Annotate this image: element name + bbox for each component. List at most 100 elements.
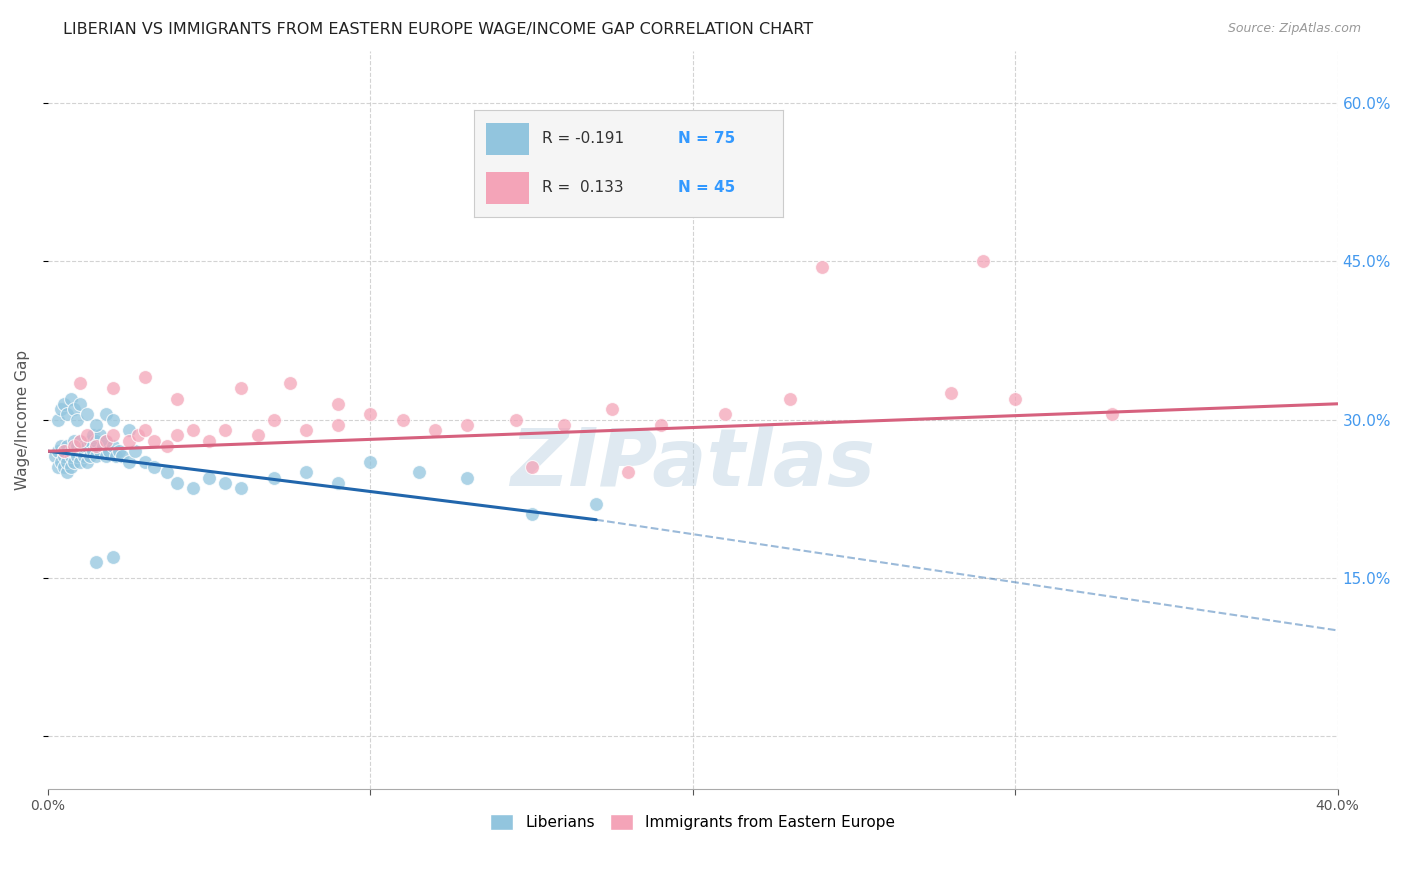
Point (810, 260, 832, 274)
Point (86, 439, 108, 453)
Point (198, 434, 221, 448)
Point (972, 254, 994, 268)
Y-axis label: Wage/Income Gap: Wage/Income Gap (15, 350, 30, 490)
Point (166, 428, 188, 442)
Point (295, 465, 318, 479)
Point (359, 407, 381, 421)
Point (49, 402, 72, 417)
Point (134, 455, 156, 469)
Point (63, 455, 86, 469)
Point (94, 407, 117, 421)
Legend: Liberians, Immigrants from Eastern Europe: Liberians, Immigrants from Eastern Europ… (484, 808, 901, 836)
Point (143, 460, 166, 475)
Point (198, 470, 221, 484)
Point (98, 444, 121, 458)
Point (278, 376, 301, 390)
Point (118, 434, 141, 448)
Point (553, 417, 575, 432)
Text: LIBERIAN VS IMMIGRANTS FROM EASTERN EUROPE WAGE/INCOME GAP CORRELATION CHART: LIBERIAN VS IMMIGRANTS FROM EASTERN EURO… (63, 22, 814, 37)
Point (328, 475, 350, 490)
Point (89, 444, 111, 458)
Point (66, 439, 89, 453)
Point (101, 439, 124, 453)
Point (104, 450, 127, 464)
Point (86, 555, 108, 569)
Point (44, 450, 66, 464)
Point (359, 455, 381, 469)
Point (76, 428, 98, 442)
Point (56, 407, 79, 421)
Point (456, 417, 478, 432)
Point (76, 439, 98, 453)
Point (59, 460, 82, 475)
Point (63, 434, 86, 448)
Point (56, 465, 79, 479)
Point (520, 508, 543, 522)
Point (76, 455, 98, 469)
Point (101, 412, 124, 426)
Point (86, 450, 108, 464)
Point (134, 370, 156, 384)
Point (456, 470, 478, 484)
Point (56, 439, 79, 453)
Point (328, 417, 350, 432)
Point (408, 465, 430, 479)
Point (156, 439, 179, 453)
Point (263, 470, 285, 484)
Point (779, 392, 801, 406)
Point (101, 428, 124, 442)
Point (46, 460, 69, 475)
Point (118, 423, 141, 437)
Point (63, 444, 86, 458)
Point (86, 434, 108, 448)
Point (166, 475, 188, 490)
Point (76, 407, 98, 421)
Point (617, 465, 640, 479)
Point (53, 460, 76, 475)
Point (231, 481, 253, 495)
Point (214, 423, 236, 437)
Point (714, 407, 737, 421)
Point (53, 444, 76, 458)
Point (143, 434, 166, 448)
Point (1101, 407, 1123, 421)
Point (82, 444, 104, 458)
Point (89, 428, 111, 442)
Point (520, 460, 543, 475)
Point (101, 549, 124, 564)
Point (66, 450, 89, 464)
Point (69, 397, 91, 411)
Point (585, 497, 607, 511)
Point (53, 444, 76, 458)
Point (53, 397, 76, 411)
Point (69, 434, 91, 448)
Point (56, 455, 79, 469)
Point (134, 423, 156, 437)
Point (111, 450, 134, 464)
Point (94, 434, 117, 448)
Point (72, 450, 94, 464)
Point (46, 412, 69, 426)
Point (69, 376, 91, 390)
Point (939, 386, 962, 401)
Point (94, 450, 117, 464)
Point (124, 444, 146, 458)
Point (69, 434, 91, 448)
Point (231, 381, 253, 395)
Point (63, 402, 86, 417)
Point (69, 455, 91, 469)
Point (246, 428, 269, 442)
Point (82, 428, 104, 442)
Point (72, 439, 94, 453)
Point (59, 392, 82, 406)
Point (328, 397, 350, 411)
Point (49, 439, 72, 453)
Point (423, 423, 446, 437)
Point (91, 439, 114, 453)
Point (1004, 392, 1026, 406)
Point (94, 434, 117, 448)
Point (181, 481, 204, 495)
Point (69, 444, 91, 458)
Point (127, 428, 149, 442)
Point (79, 450, 101, 464)
